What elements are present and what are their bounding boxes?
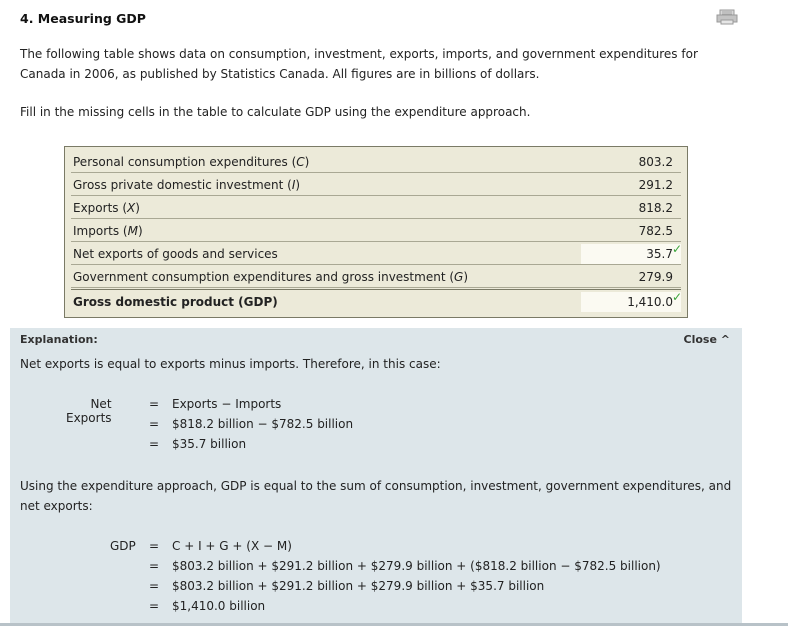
net-exports-answer-field[interactable]: 35.7 ✓ [581, 242, 682, 264]
equation-line: $1,410.0 billion [172, 599, 266, 613]
table-row: Imports (M) 782.5 [71, 220, 681, 242]
equation-line: Exports − Imports [172, 397, 282, 411]
equals-sign: = [149, 397, 160, 411]
equals-sign: = [149, 559, 160, 573]
divider [0, 623, 788, 626]
table-row: Exports (X) 818.2 [71, 197, 681, 219]
check-icon: ✓ [671, 242, 682, 256]
table-row: Net exports of goods and services 35.7 ✓ [71, 242, 682, 265]
equals-sign: = [149, 539, 160, 553]
intro-text: The following table shows data on consum… [20, 47, 698, 81]
table-row-total: Gross domestic product (GDP) 1,410.0 ✓ [71, 289, 682, 313]
row-label: Gross private domestic investment (I) [73, 178, 301, 192]
equation-line: $818.2 billion − $782.5 billion [172, 417, 354, 431]
equation-line: C + I + G + (X − M) [172, 539, 292, 553]
row-label: Net exports of goods and services [73, 247, 278, 261]
table-row: Gross private domestic investment (I) 29… [71, 174, 681, 196]
explanation-title: Explanation: [20, 333, 98, 346]
instruction-text: Fill in the missing cells in the table t… [20, 105, 531, 119]
equals-sign: = [149, 599, 160, 613]
row-value: 1,410.0 [627, 295, 673, 309]
row-value: 35.7 [646, 247, 673, 261]
equation-line: $803.2 billion + $291.2 billion + $279.9… [172, 579, 545, 593]
row-value: 782.5 [638, 224, 673, 238]
table-row: Government consumption expenditures and … [71, 266, 681, 288]
row-label: Gross domestic product (GDP) [73, 295, 278, 309]
table-row: Personal consumption expenditures (C) 80… [71, 151, 681, 173]
explanation-panel: Explanation: Close ^ Net exports is equa… [10, 328, 742, 626]
gdp-answer-field[interactable]: 1,410.0 ✓ [581, 290, 682, 312]
check-icon: ✓ [671, 290, 682, 304]
equals-sign: = [149, 417, 160, 431]
row-value: 818.2 [638, 201, 673, 215]
row-label: Imports (M) [73, 224, 143, 238]
printer-icon[interactable] [716, 9, 738, 25]
equals-sign: = [149, 579, 160, 593]
row-value: 803.2 [638, 155, 673, 169]
gdp-table: Personal consumption expenditures (C) 80… [64, 146, 688, 318]
explanation-header: Explanation: Close ^ [10, 328, 742, 350]
close-button[interactable]: Close ^ [683, 333, 730, 346]
equation-line: $35.7 billion [172, 437, 247, 451]
equals-sign: = [149, 437, 160, 451]
row-label: Personal consumption expenditures (C) [73, 155, 310, 169]
equation-label: Net Exports [66, 397, 112, 425]
explanation-paragraph: Net exports is equal to exports minus im… [20, 357, 441, 371]
row-label: Exports (X) [73, 201, 140, 215]
equation-label: GDP [110, 539, 136, 553]
row-value: 291.2 [638, 178, 673, 192]
row-value: 279.9 [638, 270, 673, 284]
explanation-paragraph: Using the expenditure approach, GDP is e… [20, 479, 732, 513]
equation-line: $803.2 billion + $291.2 billion + $279.9… [172, 559, 661, 573]
question-heading: 4. Measuring GDP [20, 11, 146, 26]
row-label: Government consumption expenditures and … [73, 270, 469, 284]
